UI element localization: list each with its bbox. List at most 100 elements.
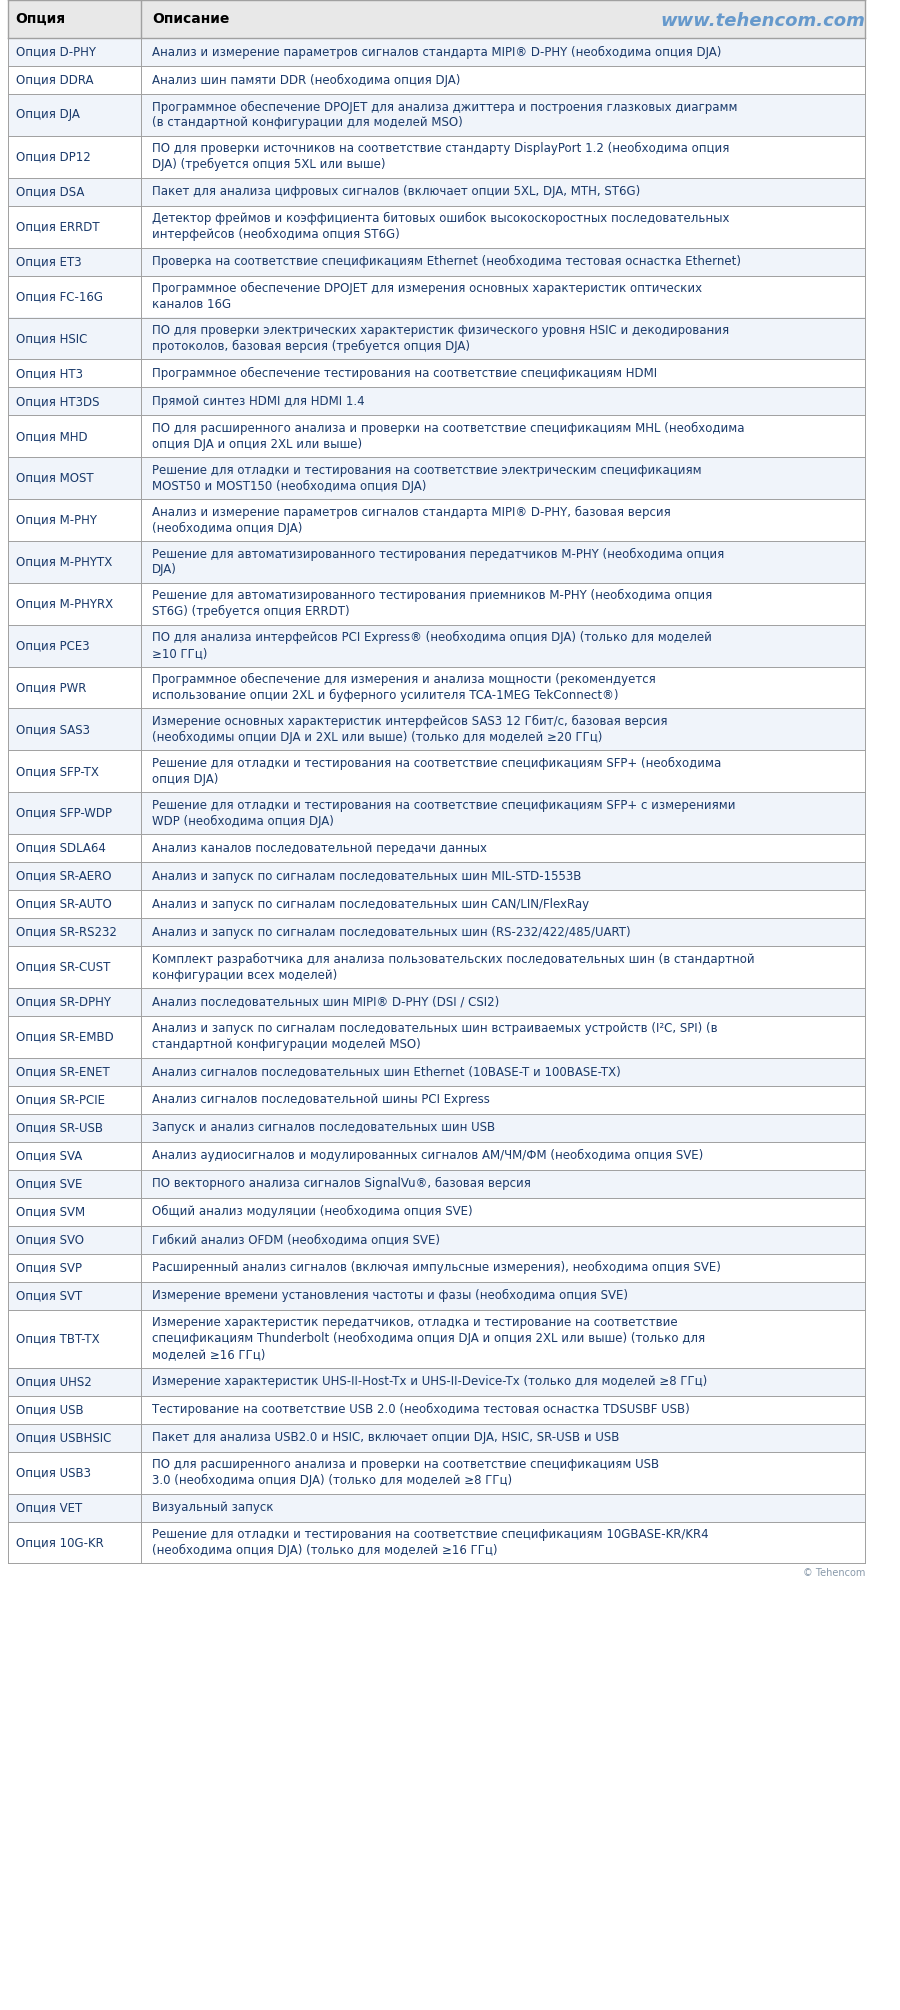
Text: 3.0 (необходима опция DJA) (только для моделей ≥8 ГГц): 3.0 (необходима опция DJA) (только для м… (152, 1473, 512, 1487)
Text: Опция SVA: Опция SVA (15, 1150, 82, 1162)
Text: Проверка на соответствие спецификациям Ethernet (необходима тестовая оснастка Et: Проверка на соответствие спецификациям E… (152, 255, 742, 267)
Text: каналов 16G: каналов 16G (152, 297, 231, 312)
Bar (8, 1423, 866, 1451)
Bar (8, 498, 866, 541)
Text: Опция USB: Опция USB (15, 1403, 83, 1417)
Text: Измерение времени установления частоты и фазы (необходима опция SVE): Измерение времени установления частоты и… (152, 1288, 628, 1302)
Text: Анализ последовательных шин MIPI® D-PHY (DSI / CSI2): Анализ последовательных шин MIPI® D-PHY … (152, 995, 500, 1009)
Text: Анализ сигналов последовательных шин Ethernet (10BASE-T и 100BASE-TX): Анализ сигналов последовательных шин Eth… (152, 1065, 621, 1079)
Text: Опция HT3DS: Опция HT3DS (15, 394, 99, 408)
Bar (8, 275, 866, 318)
Text: Опция SVM: Опция SVM (15, 1206, 85, 1218)
Text: Анализ и запуск по сигналам последовательных шин CAN/LIN/FlexRay: Анализ и запуск по сигналам последовател… (152, 898, 590, 911)
Text: Пакет для анализа цифровых сигналов (включает опции 5XL, DJA, MTH, ST6G): Пакет для анализа цифровых сигналов (вкл… (152, 185, 641, 199)
Bar (8, 947, 866, 989)
Bar (8, 1170, 866, 1198)
Text: спецификациям Thunderbolt (необходима опция DJA и опция 2XL или выше) (только дл: спецификациям Thunderbolt (необходима оп… (152, 1333, 706, 1345)
Bar (8, 205, 866, 247)
Bar (8, 456, 866, 498)
Bar (8, 541, 866, 583)
Text: опция DJA): опция DJA) (152, 772, 219, 786)
Bar (8, 247, 866, 275)
Bar (8, 1015, 866, 1057)
Text: Опция SVE: Опция SVE (15, 1178, 82, 1190)
Text: Опция UHS2: Опция UHS2 (15, 1375, 91, 1389)
Bar (8, 318, 866, 360)
Text: ПО векторного анализа сигналов SignalVu®, базовая версия: ПО векторного анализа сигналов SignalVu®… (152, 1178, 531, 1190)
Bar (8, 388, 866, 416)
Text: Измерение основных характеристик интерфейсов SAS3 12 Гбит/с, базовая версия: Измерение основных характеристик интерфе… (152, 716, 668, 728)
Bar (8, 360, 866, 388)
Bar (8, 1367, 866, 1395)
Bar (8, 1142, 866, 1170)
Text: ПО для расширенного анализа и проверки на соответствие спецификациям USB: ПО для расширенного анализа и проверки н… (152, 1457, 660, 1471)
Bar (8, 1198, 866, 1226)
Text: моделей ≥16 ГГц): моделей ≥16 ГГц) (152, 1349, 266, 1361)
Bar (8, 1451, 866, 1493)
Text: Решение для отладки и тестирования на соответствие спецификациям SFP+ (необходим: Решение для отладки и тестирования на со… (152, 758, 722, 770)
Text: Опция SR-RS232: Опция SR-RS232 (15, 927, 116, 939)
Text: Опция SR-EMBD: Опция SR-EMBD (15, 1031, 113, 1043)
Text: Измерение характеристик UHS-II-Host-Tx и UHS-II-Device-Tx (только для моделей ≥8: Измерение характеристик UHS-II-Host-Tx и… (152, 1375, 707, 1389)
Text: Решение для автоматизированного тестирования приемников M-PHY (необходима опция: Решение для автоматизированного тестиров… (152, 589, 713, 603)
Text: Опция PCE3: Опция PCE3 (15, 639, 89, 651)
Text: Решение для отладки и тестирования на соответствие электрическим спецификациям: Решение для отладки и тестирования на со… (152, 464, 702, 476)
Text: Опция USB3: Опция USB3 (15, 1465, 91, 1479)
Text: Опция TBT-TX: Опция TBT-TX (15, 1333, 99, 1345)
Text: Расширенный анализ сигналов (включая импульсные измерения), необходима опция SVE: Расширенный анализ сигналов (включая имп… (152, 1262, 721, 1274)
Text: Комплект разработчика для анализа пользовательских последовательных шин (в станд: Комплект разработчика для анализа пользо… (152, 953, 755, 965)
Text: ПО для проверки электрических характеристик физического уровня HSIC и декодирова: ПО для проверки электрических характерис… (152, 324, 730, 338)
Text: (в стандартной конфигурации для моделей MSO): (в стандартной конфигурации для моделей … (152, 117, 464, 129)
Text: Опция HSIC: Опция HSIC (15, 332, 87, 346)
Bar (8, 890, 866, 919)
Text: Программное обеспечение DPOJET для измерения основных характеристик оптических: Программное обеспечение DPOJET для измер… (152, 281, 703, 295)
Text: Опция SR-AUTO: Опция SR-AUTO (15, 898, 112, 911)
Text: Опция DDRA: Опция DDRA (15, 74, 93, 86)
Text: Измерение характеристик передатчиков, отладка и тестирование на соответствие: Измерение характеристик передатчиков, от… (152, 1317, 678, 1329)
Text: Опция SVO: Опция SVO (15, 1234, 84, 1246)
Text: Решение для отладки и тестирования на соответствие спецификациям SFP+ с измерени: Решение для отладки и тестирования на со… (152, 798, 736, 812)
Text: Анализ сигналов последовательной шины PCI Express: Анализ сигналов последовательной шины PC… (152, 1093, 490, 1106)
Bar (8, 1085, 866, 1114)
Bar (8, 1522, 866, 1564)
Bar (8, 94, 866, 137)
Text: MOST50 и MOST150 (необходима опция DJA): MOST50 и MOST150 (необходима опция DJA) (152, 480, 427, 492)
Text: Детектор фреймов и коэффициента битовых ошибок высокоскоростных последовательных: Детектор фреймов и коэффициента битовых … (152, 213, 730, 225)
Text: Опция M-PHYTX: Опция M-PHYTX (15, 555, 112, 569)
Text: ПО для проверки источников на соответствие стандарту DisplayPort 1.2 (необходима: ПО для проверки источников на соответств… (152, 143, 730, 155)
Text: Опция SR-CUST: Опция SR-CUST (15, 961, 110, 973)
Text: (необходимы опции DJA и 2XL или выше) (только для моделей ≥20 ГГц): (необходимы опции DJA и 2XL или выше) (т… (152, 732, 603, 744)
Text: Опция SR-PCIE: Опция SR-PCIE (15, 1093, 104, 1106)
Text: Опция SFP-WDP: Опция SFP-WDP (15, 806, 112, 820)
Text: Пакет для анализа USB2.0 и HSIC, включает опции DJA, HSIC, SR-USB и USB: Пакет для анализа USB2.0 и HSIC, включае… (152, 1431, 620, 1445)
Text: Опция SDLA64: Опция SDLA64 (15, 842, 105, 854)
Text: конфигурации всех моделей): конфигурации всех моделей) (152, 969, 338, 981)
Text: Опция MHD: Опция MHD (15, 430, 87, 442)
Text: Опция SFP-TX: Опция SFP-TX (15, 766, 98, 778)
Bar (8, 416, 866, 456)
Text: интерфейсов (необходима опция ST6G): интерфейсов (необходима опция ST6G) (152, 227, 401, 241)
Text: WDP (необходима опция DJA): WDP (необходима опция DJA) (152, 814, 334, 828)
Text: Прямой синтез HDMI для HDMI 1.4: Прямой синтез HDMI для HDMI 1.4 (152, 394, 365, 408)
Bar (8, 38, 866, 66)
Text: Опция MOST: Опция MOST (15, 472, 93, 484)
Bar (8, 625, 866, 667)
Text: www.tehencom.com: www.tehencom.com (661, 12, 866, 30)
Text: Анализ шин памяти DDR (необходима опция DJA): Анализ шин памяти DDR (необходима опция … (152, 74, 461, 86)
Text: использование опции 2XL и буферного усилителя TCA-1MEG TekConnect®): использование опции 2XL и буферного усил… (152, 689, 619, 701)
Text: © Tehencom: © Tehencom (803, 1568, 866, 1578)
Text: Опция 10G-KR: Опция 10G-KR (15, 1536, 104, 1550)
Bar (8, 862, 866, 890)
Text: Опция SVT: Опция SVT (15, 1288, 82, 1302)
Text: Опция: Опция (15, 12, 66, 26)
Bar (8, 66, 866, 94)
Text: DJA) (требуется опция 5XL или выше): DJA) (требуется опция 5XL или выше) (152, 159, 386, 171)
Text: Анализ и измерение параметров сигналов стандарта MIPI® D-PHY, базовая версия: Анализ и измерение параметров сигналов с… (152, 507, 671, 519)
Text: Опция SAS3: Опция SAS3 (15, 724, 89, 736)
Text: Опция D-PHY: Опция D-PHY (15, 46, 95, 58)
Text: Опция SR-USB: Опция SR-USB (15, 1122, 103, 1134)
Bar (8, 1311, 866, 1367)
Text: Запуск и анализ сигналов последовательных шин USB: Запуск и анализ сигналов последовательны… (152, 1122, 496, 1134)
Text: Опция ERRDT: Опция ERRDT (15, 221, 99, 233)
Bar (8, 1493, 866, 1522)
